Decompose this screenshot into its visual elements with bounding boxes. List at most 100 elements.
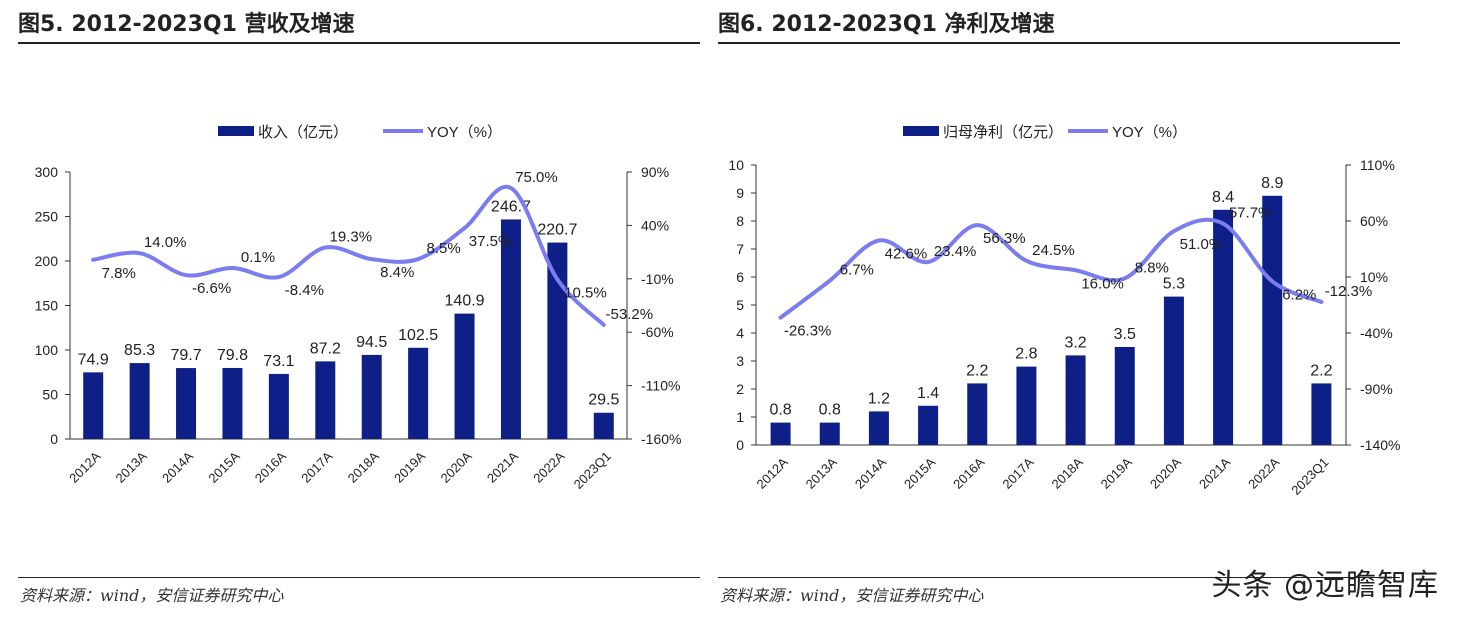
- divider: [18, 577, 700, 578]
- bar-value-label: 2.8: [1015, 346, 1037, 363]
- right-tick-label: -10%: [641, 271, 674, 287]
- yoy-value-label: 23.4%: [934, 243, 977, 260]
- bar: [770, 422, 791, 445]
- bar-value-label: 85.3: [124, 342, 155, 359]
- yoy-value-label: 42.6%: [885, 245, 928, 262]
- legend-bar-swatch: [218, 126, 254, 136]
- yoy-value-label: 14.0%: [144, 234, 187, 251]
- yoy-value-label: 75.0%: [515, 169, 558, 186]
- category-label: 2020A: [437, 448, 474, 485]
- category-label: 2015A: [205, 448, 242, 485]
- left-tick-label: 7: [736, 241, 744, 257]
- bar: [1262, 195, 1283, 445]
- category-label: 2017A: [298, 448, 335, 485]
- category-label: 2014A: [852, 454, 889, 491]
- right-tick-label: 110%: [1360, 157, 1395, 173]
- right-tick-label: 10%: [1360, 269, 1388, 285]
- bar: [967, 383, 988, 445]
- bar: [819, 422, 840, 445]
- bar: [268, 373, 289, 439]
- bar: [868, 411, 889, 445]
- bar: [918, 405, 939, 445]
- source-note: 资料来源：wind，安信证券研究中心: [720, 586, 984, 605]
- left-tick-label: 300: [35, 164, 59, 180]
- yoy-value-label: 7.8%: [102, 265, 136, 282]
- bar: [315, 361, 336, 439]
- left-tick-label: 0: [50, 431, 58, 447]
- right-tick-label: -110%: [641, 378, 680, 394]
- bar-value-label: 94.5: [356, 334, 387, 351]
- category-label: 2018A: [1049, 454, 1086, 491]
- category-label: 2012A: [66, 448, 103, 485]
- category-label: 2016A: [950, 454, 987, 491]
- bar: [1163, 296, 1184, 445]
- left-tick-label: 10: [728, 157, 744, 173]
- source-note: 资料来源：wind，安信证券研究中心: [20, 586, 284, 605]
- yoy-value-label: 57.7%: [1229, 205, 1272, 222]
- left-tick-label: 5: [736, 297, 744, 313]
- bar: [176, 368, 197, 439]
- bar-value-label: 74.9: [78, 351, 109, 368]
- category-label: 2013A: [113, 448, 150, 485]
- bar-value-label: 2.2: [1310, 362, 1332, 379]
- bar: [361, 354, 382, 439]
- category-label: 2019A: [391, 448, 428, 485]
- left-tick-label: 6: [736, 269, 744, 285]
- bar-value-label: 73.1: [263, 353, 294, 370]
- legend-bar-label: 归母净利（亿元）: [943, 124, 1063, 141]
- bar: [1213, 209, 1234, 445]
- yoy-value-label: 56.3%: [983, 230, 1026, 247]
- left-tick-label: 4: [736, 325, 744, 341]
- chart-title: 图6. 2012-2023Q1 净利及增速: [718, 12, 1055, 37]
- bar-value-label: 140.9: [445, 293, 485, 310]
- yoy-value-label: -10.5%: [559, 284, 607, 301]
- category-label: 2022A: [530, 448, 567, 485]
- bar-value-label: 3.5: [1114, 326, 1136, 343]
- category-label: 2014A: [159, 448, 196, 485]
- left-tick-label: 100: [35, 342, 59, 358]
- yoy-value-label: 8.5%: [427, 240, 461, 257]
- bar: [222, 367, 243, 439]
- bar: [129, 363, 150, 439]
- bar-value-label: 8.9: [1261, 175, 1283, 192]
- bar: [1311, 383, 1332, 445]
- yoy-value-label: 19.3%: [330, 229, 373, 246]
- legend-bar-swatch: [903, 126, 939, 136]
- category-label: 2021A: [484, 448, 521, 485]
- bar-value-label: 220.7: [537, 222, 577, 239]
- bar-value-label: 87.2: [310, 340, 341, 357]
- bar-value-label: 79.8: [217, 347, 248, 364]
- bar-value-label: 102.5: [398, 327, 438, 344]
- chart-panel-revenue: 图5. 2012-2023Q1 营收及增速 收入（亿元） YOY（%） 0 50 100…: [18, 0, 700, 621]
- yoy-value-label: -53.2%: [606, 306, 654, 323]
- bar: [83, 372, 104, 439]
- bar-value-label: 2.2: [966, 362, 988, 379]
- right-tick-label: -160%: [641, 431, 681, 447]
- right-tick-label: 60%: [1360, 213, 1388, 229]
- left-tick-label: 150: [35, 298, 59, 314]
- category-label: 2015A: [901, 454, 938, 491]
- yoy-value-label: -26.3%: [784, 323, 832, 340]
- yoy-line: [778, 217, 1324, 320]
- left-tick-label: 2: [736, 381, 744, 397]
- bar-value-label: 5.3: [1163, 276, 1185, 293]
- right-tick-label: -40%: [1360, 325, 1393, 341]
- right-tick-label: -140%: [1360, 437, 1400, 453]
- bar-value-label: 29.5: [588, 392, 619, 409]
- yoy-value-label: 0.1%: [241, 249, 275, 266]
- category-label: 2023Q1: [571, 449, 614, 492]
- bar: [500, 219, 521, 439]
- divider: [718, 577, 1400, 578]
- left-tick-label: 250: [35, 209, 59, 225]
- bar: [454, 313, 475, 439]
- profit-chart: 归母净利（亿元） YOY（%） 0 1 2 3 4 5 6 7 8 9 10 -140% -90% -40% 1…: [728, 124, 1400, 498]
- right-tick-label: -90%: [1360, 381, 1393, 397]
- category-label: 2016A: [252, 448, 289, 485]
- yoy-value-label: 37.5%: [469, 233, 512, 250]
- right-tick-label: 90%: [641, 164, 669, 180]
- yoy-value-label: -8.4%: [285, 282, 324, 299]
- bar-value-label: 1.2: [868, 390, 890, 407]
- category-label: 2020A: [1147, 454, 1184, 491]
- bar-value-label: 79.7: [170, 347, 201, 364]
- category-label: 2019A: [1098, 454, 1135, 491]
